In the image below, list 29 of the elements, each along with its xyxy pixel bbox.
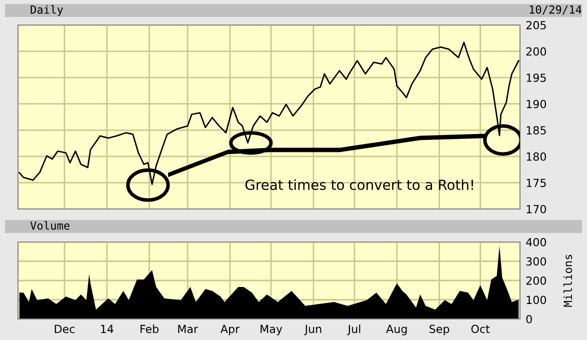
x-tick-label: Feb xyxy=(140,324,159,334)
y-axis-title: Millions xyxy=(563,254,572,307)
y-tick-label: 190 xyxy=(526,100,546,108)
y-tick-label: 200 xyxy=(526,276,546,285)
y-tick-label: 185 xyxy=(526,126,546,135)
x-tick-label: 14 xyxy=(101,324,114,333)
y-tick-label: 195 xyxy=(526,74,546,82)
x-tick-label: Dec xyxy=(54,324,75,334)
y-tick-label: 170 xyxy=(526,204,546,214)
y-tick-label: 180 xyxy=(526,152,546,161)
x-tick-label: Oct xyxy=(471,324,490,334)
y-tick-label: 205 xyxy=(526,20,546,30)
y-tick-label: 200 xyxy=(526,47,546,56)
x-tick-label: Jun xyxy=(304,324,322,336)
y-tick-label: 0 xyxy=(526,314,532,324)
annotation: Great times to convert to a Roth! xyxy=(245,179,473,190)
y-tick-label: 300 xyxy=(526,257,546,266)
y-tick-label: 175 xyxy=(526,178,546,188)
chart-title: Daily xyxy=(30,5,64,16)
x-tick-label: Jul xyxy=(347,324,360,336)
x-tick-label: Apr xyxy=(220,324,240,336)
chart-title: Volume xyxy=(30,221,70,230)
y-tick-label: 100 xyxy=(526,296,546,304)
x-tick-label: Aug xyxy=(386,324,407,336)
x-tick-label: May xyxy=(260,324,282,336)
y-tick-label: 400 xyxy=(526,238,546,246)
text: 10/29/14 xyxy=(530,5,582,15)
x-tick-label: Mar xyxy=(178,324,198,334)
x-tick-label: Sep xyxy=(430,324,450,336)
